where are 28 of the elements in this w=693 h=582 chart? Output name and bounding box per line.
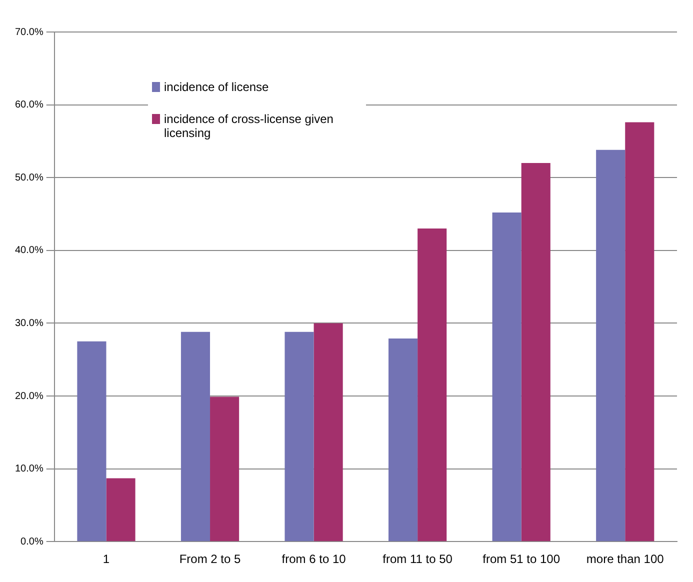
legend-label: incidence of cross-license given licensing (164, 112, 334, 140)
x-tick-label: from 6 to 10 (282, 552, 346, 566)
x-tick-label: 1 (102, 552, 110, 566)
bar (388, 338, 418, 542)
y-tick-label: 70.0% (14, 26, 44, 38)
bar (314, 323, 343, 542)
x-tick-label: more than 100 (586, 552, 664, 566)
bar (180, 332, 210, 542)
y-tick-label: 10.0% (14, 464, 44, 475)
y-tick-label: 60.0% (14, 100, 44, 111)
bar (106, 478, 136, 542)
bar (418, 228, 447, 542)
bar (596, 150, 626, 542)
legend-label: incidence of license (164, 80, 269, 94)
bar (284, 332, 314, 542)
bar (521, 163, 550, 542)
bar (77, 341, 106, 542)
x-tick-label: From 2 to 5 (179, 552, 242, 566)
bar (210, 396, 240, 542)
x-tick-label: from 11 to 50 (382, 552, 453, 566)
y-tick-label: 0.0% (20, 536, 44, 548)
y-tick-label: 30.0% (14, 318, 44, 329)
y-tick-label: 20.0% (14, 390, 44, 402)
bar (625, 122, 654, 542)
y-tick-label: 50.0% (14, 172, 44, 184)
x-tick-label: from 51 to 100 (482, 552, 560, 566)
bar (492, 212, 522, 542)
y-tick-label: 40.0% (14, 245, 44, 256)
